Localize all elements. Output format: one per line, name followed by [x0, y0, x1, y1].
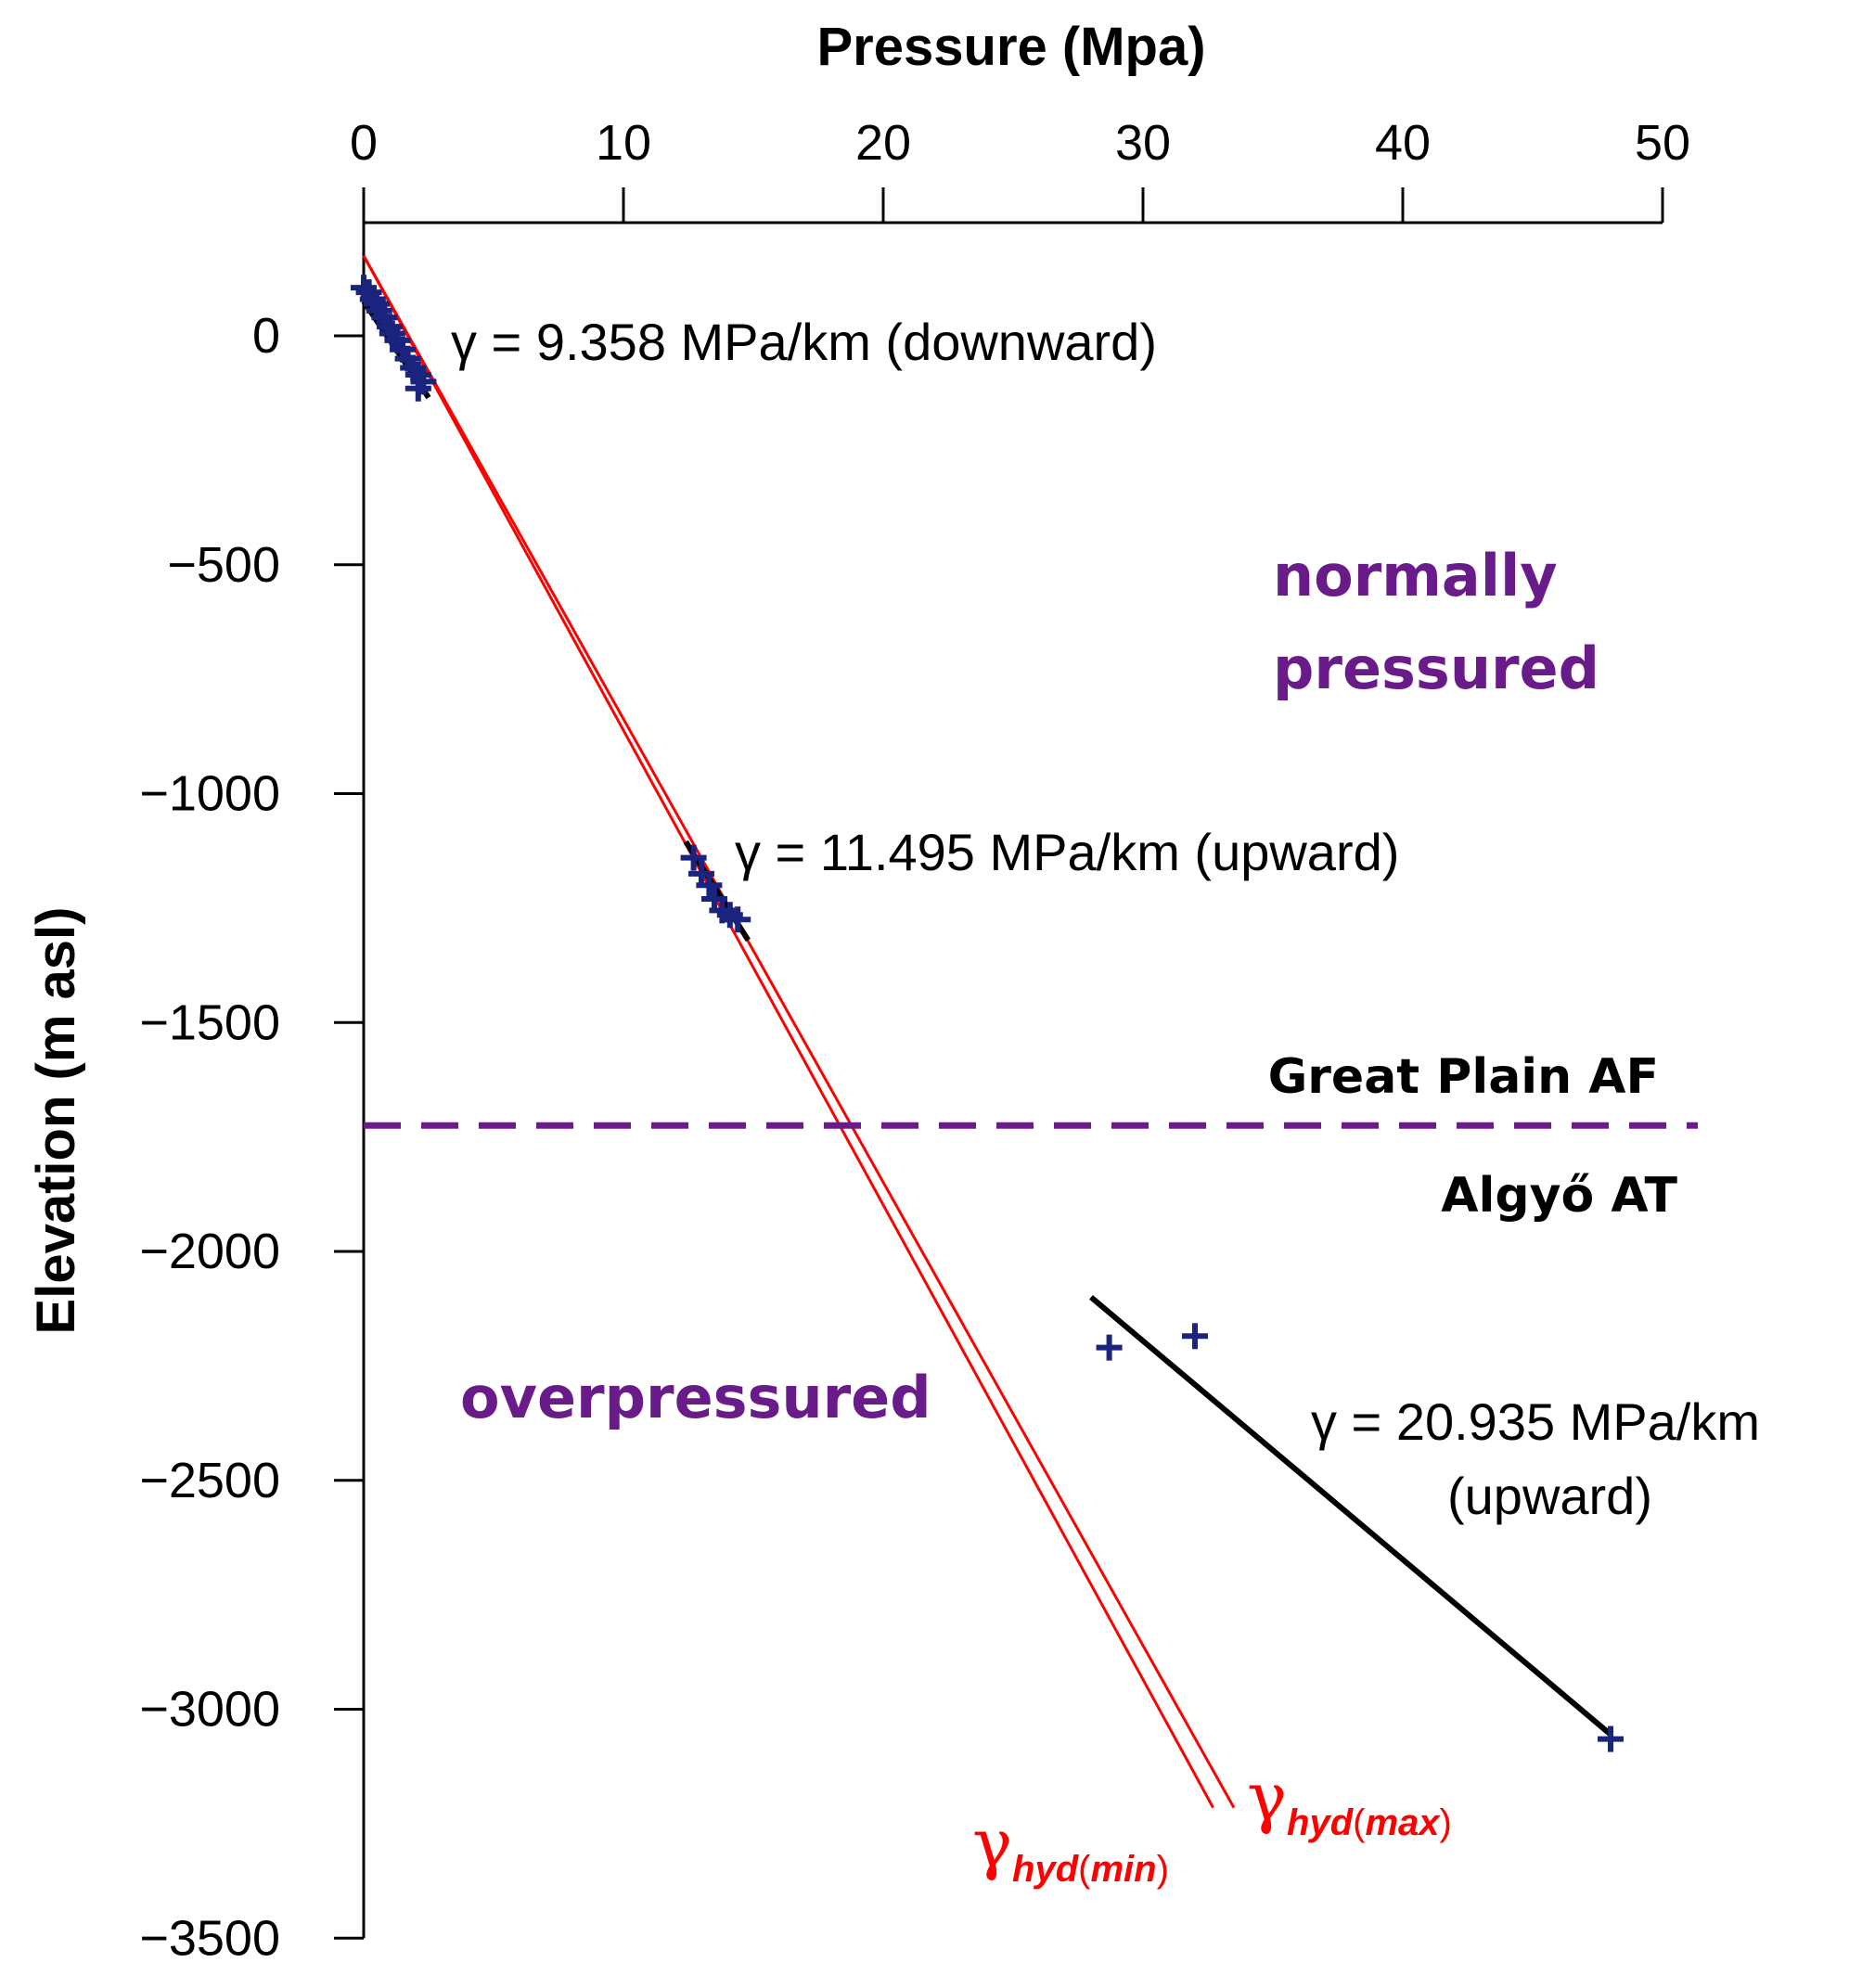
hyd-max-label-part: hyd: [1287, 1802, 1355, 1843]
y-tick-label: 0: [252, 308, 280, 364]
hyd-max-line: [362, 254, 1236, 1809]
hyd-min-label-part: ): [1157, 1849, 1169, 1890]
measurement-point: [405, 375, 431, 402]
hyd-max-label-part: ): [1440, 1802, 1452, 1843]
y-tick-label: −3500: [139, 1910, 280, 1966]
hyd-min-line: [362, 254, 1214, 1809]
x-tick-label: 0: [350, 115, 378, 171]
hyd-max-label-part: max: [1365, 1802, 1441, 1843]
axes: 0 10 20 30 40 50 0 −500 −1000 −1500 −2000 −2500 −300…: [26, 17, 1690, 1966]
y-tick-label: −2500: [139, 1453, 280, 1508]
gradient-label-upward-deep-2: (upward): [1447, 1467, 1652, 1525]
unit-label-above: Great Plain AF: [1268, 1049, 1659, 1105]
gradient-label-upward-deep-1: γ = 20.935 MPa/km: [1311, 1392, 1760, 1451]
measurement-point: [1096, 1334, 1123, 1361]
gradient-label-downward: γ = 9.358 MPa/km (downward): [451, 313, 1157, 371]
y-tick-label: −2000: [139, 1224, 280, 1279]
measurement-point: [725, 906, 751, 933]
y-tick-label: −1000: [139, 766, 280, 822]
measurement-point: [680, 844, 707, 871]
measurement-point: [1598, 1725, 1624, 1752]
y-tick-label: −3000: [139, 1682, 280, 1738]
trend-line-upward-deep: [1089, 1295, 1612, 1737]
hyd-min-label-part: hyd: [1012, 1849, 1080, 1890]
y-axis-title: Elevation (m asl): [26, 907, 86, 1335]
x-tick-label: 30: [1115, 115, 1171, 171]
hyd-max-label-part: γ: [1247, 1758, 1287, 1836]
zone-label-overpressured: overpressured: [460, 1364, 931, 1431]
x-tick-label: 40: [1375, 115, 1431, 171]
measurement-point: [1182, 1323, 1208, 1350]
measurement-point: [696, 872, 723, 899]
x-axis-title: Pressure (Mpa): [816, 17, 1205, 77]
measurement-points: [351, 275, 1624, 1752]
hyd-min-label: γhyd(min): [972, 1804, 1169, 1890]
hyd-max-label-part: (: [1353, 1802, 1366, 1843]
gradient-label-upward-shallow: γ = 11.495 MPa/km (upward): [735, 823, 1399, 881]
hyd-max-label: γhyd(max): [1247, 1758, 1452, 1843]
hyd-min-label-part: (: [1078, 1849, 1091, 1890]
hyd-min-label-part: min: [1090, 1849, 1156, 1890]
zone-label-normally: normally: [1273, 542, 1558, 609]
unit-label-below: Algyő AT: [1441, 1168, 1677, 1224]
x-tick-label: 50: [1635, 115, 1690, 171]
hyd-min-label-part: γ: [972, 1804, 1012, 1882]
lines-layer: [361, 254, 1698, 1809]
y-tick-label: −1500: [139, 994, 280, 1050]
x-tick-label: 10: [596, 115, 651, 171]
x-tick-label: 20: [855, 115, 911, 171]
annotation-labels: γ = 9.358 MPa/km (downward) γ = 11.495 MP…: [451, 313, 1760, 1890]
y-tick-label: −500: [167, 537, 280, 593]
zone-label-pressured: pressured: [1273, 635, 1599, 702]
